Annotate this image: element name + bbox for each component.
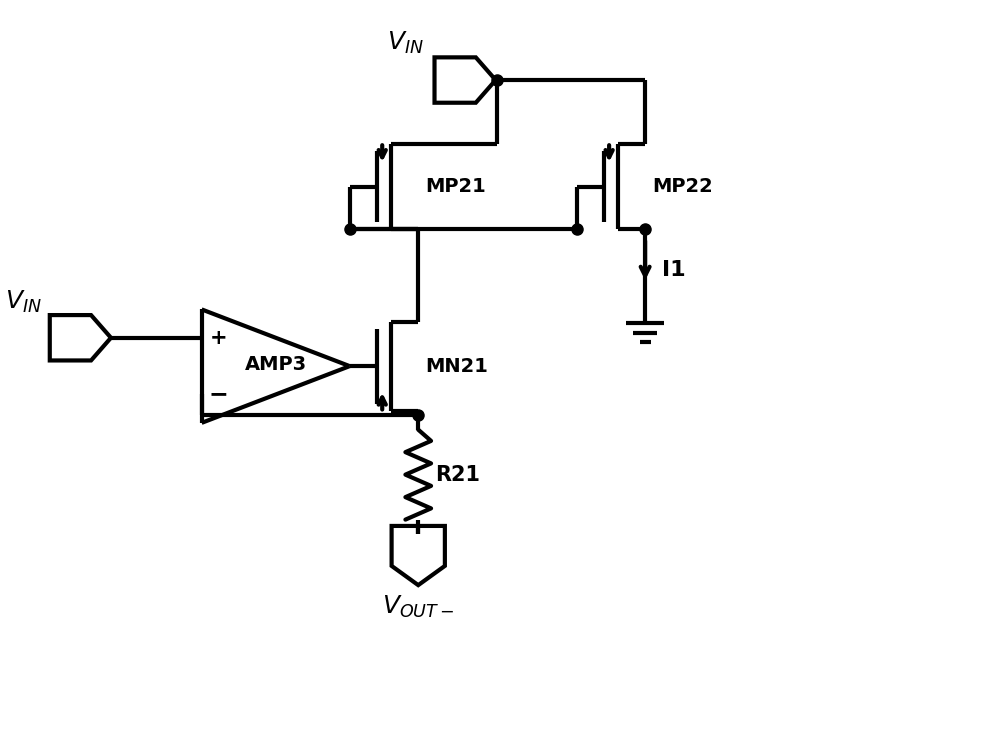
Text: $V_{OUT-}$: $V_{OUT-}$	[382, 594, 455, 620]
Text: MN21: MN21	[425, 357, 488, 376]
Text: MP21: MP21	[425, 177, 486, 196]
Text: −: −	[209, 382, 228, 406]
Text: +: +	[210, 327, 227, 348]
Text: R21: R21	[435, 465, 480, 484]
Text: MP22: MP22	[652, 177, 713, 196]
Text: AMP3: AMP3	[245, 354, 307, 374]
Text: $V_{IN}$: $V_{IN}$	[5, 289, 42, 315]
Text: $V_{IN}$: $V_{IN}$	[387, 29, 424, 56]
Text: I1: I1	[662, 261, 686, 280]
